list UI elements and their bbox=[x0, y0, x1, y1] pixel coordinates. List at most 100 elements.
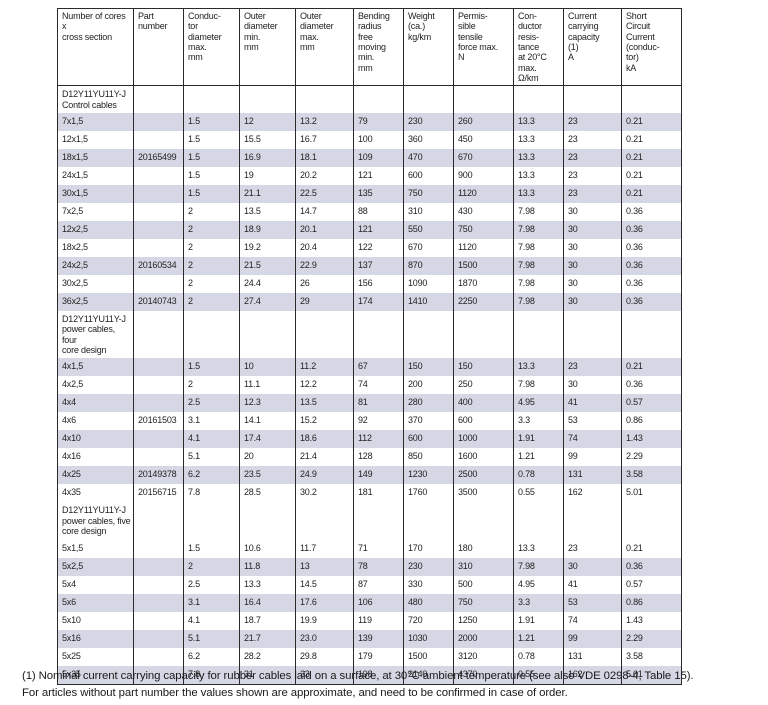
empty-cell bbox=[353, 85, 404, 114]
data-cell: 4x10 bbox=[57, 430, 134, 449]
data-cell: 16.7 bbox=[295, 131, 354, 150]
data-cell: 13.3 bbox=[513, 167, 564, 186]
data-cell: 1.5 bbox=[183, 539, 240, 558]
data-cell: 18x1,5 bbox=[57, 149, 134, 168]
data-cell: 0.21 bbox=[621, 358, 682, 377]
data-cell: 0.36 bbox=[621, 221, 682, 240]
data-cell bbox=[133, 611, 184, 630]
data-cell: 12x1,5 bbox=[57, 131, 134, 150]
data-cell: 1500 bbox=[403, 647, 454, 666]
data-cell: 1.43 bbox=[621, 611, 682, 630]
data-cell: 2.5 bbox=[183, 575, 240, 594]
data-cell: 31 bbox=[239, 665, 296, 684]
data-cell: 1.91 bbox=[513, 611, 564, 630]
data-cell: 78 bbox=[353, 557, 404, 576]
data-cell: 670 bbox=[453, 149, 514, 168]
data-row: 36x2,5 20140743 2 27.4 29 174 1410 2250 7.98 30 0.… bbox=[57, 293, 682, 312]
data-cell: 2 bbox=[183, 275, 240, 294]
data-cell: 4x16 bbox=[57, 448, 134, 467]
data-cell: 18.9 bbox=[239, 221, 296, 240]
empty-cell bbox=[133, 85, 184, 114]
data-cell bbox=[133, 358, 184, 377]
data-cell: 0.55 bbox=[513, 484, 564, 503]
data-cell: 87 bbox=[353, 575, 404, 594]
data-cell: 0.78 bbox=[513, 647, 564, 666]
data-cell: 2500 bbox=[453, 466, 514, 485]
data-cell: 13.3 bbox=[513, 113, 564, 132]
empty-cell bbox=[453, 85, 514, 114]
data-cell: 600 bbox=[453, 412, 514, 431]
data-cell: 900 bbox=[453, 167, 514, 186]
data-cell: 13.3 bbox=[513, 149, 564, 168]
data-cell: 131 bbox=[563, 466, 622, 485]
data-cell: 1.5 bbox=[183, 113, 240, 132]
empty-cell bbox=[183, 85, 240, 114]
column-header: Conduc- tor diameter max. mm bbox=[183, 8, 240, 86]
data-cell: 2.29 bbox=[621, 448, 682, 467]
data-cell: 23 bbox=[563, 358, 622, 377]
section-title-row: D12Y11YU11Y-J power cables, five core de… bbox=[57, 502, 682, 540]
data-cell bbox=[133, 665, 184, 684]
data-row: 4x1,5 1.5 10 11.2 67 150 150 13.3 23 0.21 bbox=[57, 358, 682, 377]
data-cell: 11.2 bbox=[295, 358, 354, 377]
data-cell: 20140743 bbox=[133, 293, 184, 312]
data-cell: 20.2 bbox=[295, 167, 354, 186]
data-cell: 23.5 bbox=[239, 466, 296, 485]
data-cell: 21.4 bbox=[295, 448, 354, 467]
data-cell: 280 bbox=[403, 394, 454, 413]
data-cell: 20.1 bbox=[295, 221, 354, 240]
data-cell: 750 bbox=[453, 593, 514, 612]
empty-cell bbox=[239, 85, 296, 114]
data-row: 5x4 2.5 13.3 14.5 87 330 500 4.95 41 0.57 bbox=[57, 575, 682, 594]
data-cell: 1.91 bbox=[513, 430, 564, 449]
data-cell: 112 bbox=[353, 430, 404, 449]
data-cell: 360 bbox=[403, 131, 454, 150]
data-cell: 4.1 bbox=[183, 430, 240, 449]
empty-cell bbox=[453, 502, 514, 540]
data-cell: 0.86 bbox=[621, 593, 682, 612]
data-cell: 250 bbox=[453, 376, 514, 395]
data-cell: 23.0 bbox=[295, 629, 354, 648]
data-cell: 131 bbox=[563, 647, 622, 666]
data-cell: 162 bbox=[563, 665, 622, 684]
data-cell: 4x1,5 bbox=[57, 358, 134, 377]
data-cell: 0.36 bbox=[621, 557, 682, 576]
data-cell: 6.2 bbox=[183, 466, 240, 485]
data-cell: 41 bbox=[563, 575, 622, 594]
data-cell: 5x10 bbox=[57, 611, 134, 630]
data-row: 5x25 6.2 28.2 29.8 179 1500 3120 0.78 131 3.58 bbox=[57, 647, 682, 666]
data-cell: 3500 bbox=[453, 484, 514, 503]
data-cell: 850 bbox=[403, 448, 454, 467]
data-cell: 23 bbox=[563, 131, 622, 150]
footnote-line-1: (1) Nominal current carrying capacity fo… bbox=[22, 670, 694, 682]
data-cell: 21.1 bbox=[239, 185, 296, 204]
data-cell: 162 bbox=[563, 484, 622, 503]
data-cell: 0.78 bbox=[513, 466, 564, 485]
empty-cell bbox=[239, 502, 296, 540]
data-cell: 29.8 bbox=[295, 647, 354, 666]
data-cell: 23 bbox=[563, 539, 622, 558]
data-cell: 53 bbox=[563, 593, 622, 612]
data-cell: 24x2,5 bbox=[57, 257, 134, 276]
data-cell bbox=[133, 394, 184, 413]
data-cell: 30x1,5 bbox=[57, 185, 134, 204]
data-cell bbox=[133, 185, 184, 204]
data-cell: 5x25 bbox=[57, 647, 134, 666]
data-cell: 100 bbox=[353, 131, 404, 150]
data-cell: 13.5 bbox=[239, 203, 296, 222]
data-cell: 370 bbox=[403, 412, 454, 431]
data-cell: 1410 bbox=[403, 293, 454, 312]
data-cell: 1230 bbox=[403, 466, 454, 485]
data-cell: 20149378 bbox=[133, 466, 184, 485]
data-cell: 1870 bbox=[453, 275, 514, 294]
data-cell: 7.8 bbox=[183, 484, 240, 503]
data-cell: 18x2,5 bbox=[57, 239, 134, 258]
data-cell: 30 bbox=[563, 275, 622, 294]
column-header: Outer diameter min. mm bbox=[239, 8, 296, 86]
data-cell: 179 bbox=[353, 647, 404, 666]
table-header: Number of cores x cross section Part numb… bbox=[57, 8, 682, 86]
data-cell: 13.5 bbox=[295, 394, 354, 413]
data-cell: 5.01 bbox=[621, 484, 682, 503]
data-cell: 0.36 bbox=[621, 203, 682, 222]
empty-cell bbox=[295, 311, 354, 359]
